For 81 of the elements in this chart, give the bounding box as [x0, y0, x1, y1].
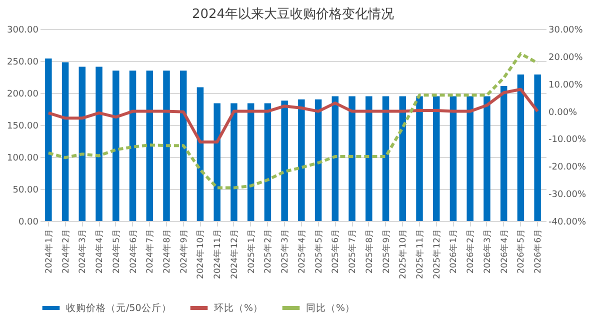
x-tick-label: 2025年5月 — [313, 228, 324, 274]
y-tick-label: 100.00 — [7, 154, 39, 164]
x-tick-label: 2024年4月 — [94, 228, 106, 274]
chart-title: 2024年以来大豆收购价格变化情况 — [192, 7, 394, 22]
bar — [332, 96, 339, 221]
bar — [416, 96, 423, 221]
bar — [146, 70, 154, 221]
x-tick-label: 2025年6月 — [330, 228, 342, 274]
x-tick-label: 2024年9月 — [178, 228, 190, 274]
bar — [432, 96, 440, 221]
x-tick-label: 2024年8月 — [162, 228, 172, 274]
bar — [264, 103, 272, 221]
x-tick-label: 2024年3月 — [77, 228, 88, 274]
y-tick-label: 250.00 — [7, 58, 39, 68]
bar — [78, 66, 86, 221]
bar — [129, 70, 136, 221]
x-tick-label: 2025年11月 — [414, 228, 426, 279]
bar — [366, 96, 372, 221]
bar — [180, 70, 187, 221]
x-tick-label: 2026年4月 — [498, 228, 510, 274]
y2-tick-label: -10.00% — [548, 135, 587, 146]
y2-tick-label: -30.00% — [548, 190, 587, 200]
bar — [517, 74, 524, 221]
y2-tick-label: -20.00% — [548, 162, 587, 173]
bar — [45, 58, 52, 221]
y-tick-label: 50.00 — [12, 186, 39, 196]
bar — [500, 86, 508, 221]
bar — [62, 62, 69, 221]
x-tick-label: 2024年12月 — [228, 228, 240, 279]
y-tick-label: 200.00 — [7, 90, 39, 100]
x-tick-label: 2025年8月 — [364, 228, 375, 274]
x-tick-label: 2024年6月 — [128, 228, 139, 274]
bar — [196, 87, 204, 221]
bar — [348, 96, 356, 221]
x-tick-label: 2025年12月 — [431, 228, 442, 279]
y2-tick-label: 10.00% — [548, 80, 584, 90]
x-tick-label: 2025年7月 — [347, 228, 358, 274]
x-tick-label: 2025年2月 — [262, 228, 274, 274]
x-tick-label: 2025年9月 — [380, 228, 392, 274]
x-tick-label: 2024年7月 — [144, 228, 156, 274]
bar — [247, 103, 254, 221]
x-tick-label: 2024年11月 — [212, 228, 224, 279]
y2-tick-label: 30.00% — [548, 26, 584, 36]
x-tick-label: 2024年2月 — [60, 228, 72, 274]
bar — [112, 70, 120, 221]
bar — [163, 70, 170, 221]
line-series — [46, 52, 540, 190]
x-tick-label: 2024年10月 — [195, 228, 206, 279]
line-series — [46, 88, 540, 144]
bar — [214, 103, 220, 221]
x-tick-label: 2026年2月 — [465, 228, 476, 274]
bar — [314, 99, 322, 221]
bar — [298, 99, 305, 221]
y-tick-label: 300.00 — [7, 26, 39, 36]
legend-label: 环比（%） — [214, 302, 264, 314]
bar — [450, 96, 457, 221]
y-tick-label: 150.00 — [7, 122, 39, 132]
x-tick-label: 2026年5月 — [516, 228, 527, 274]
bar — [484, 96, 490, 221]
x-tick-label: 2026年3月 — [482, 228, 493, 274]
x-tick-label: 2026年1月 — [448, 228, 460, 274]
x-tick-label: 2025年1月 — [246, 228, 257, 274]
x-tick-label: 2026年6月 — [532, 228, 544, 274]
y2-tick-label: 20.00% — [548, 52, 584, 63]
legend-label: 收购价格（元/50公斤） — [66, 302, 172, 314]
y2-tick-label: -40.00% — [548, 218, 587, 228]
bar — [230, 103, 238, 221]
x-tick-label: 2024年1月 — [43, 228, 54, 274]
x-tick-label: 2025年10月 — [398, 228, 409, 279]
bar — [281, 100, 288, 221]
bar — [96, 66, 102, 221]
x-tick-label: 2024年5月 — [110, 228, 122, 274]
legend-label: 同比（%） — [306, 302, 356, 314]
y2-tick-label: 0.00% — [548, 108, 578, 118]
bar — [466, 96, 474, 221]
x-tick-label: 2025年4月 — [296, 228, 308, 274]
bar — [382, 96, 390, 221]
bar — [399, 96, 406, 221]
y-tick-label: 0.00 — [18, 218, 39, 228]
bar — [534, 74, 541, 221]
x-tick-label: 2025年3月 — [280, 228, 291, 274]
